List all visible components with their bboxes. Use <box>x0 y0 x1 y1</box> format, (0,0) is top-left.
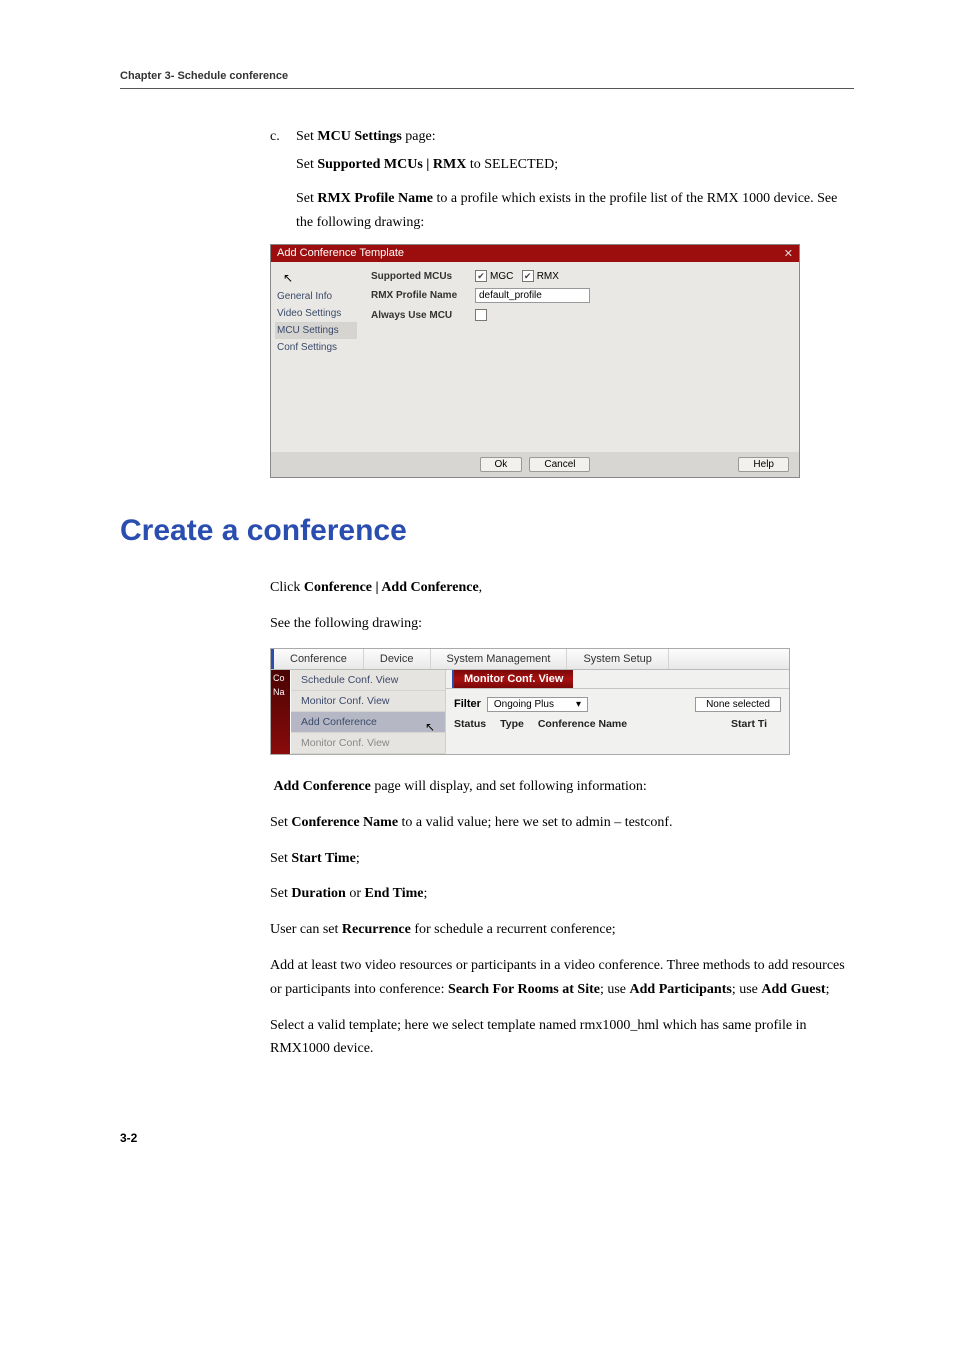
rmx-label: RMX <box>537 271 559 282</box>
section-heading: Create a conference <box>120 514 854 548</box>
step-c-p1: Set Supported MCUs | RMX to SELECTED; <box>296 153 854 177</box>
after-p2: Set Conference Name to a valid value; he… <box>270 811 854 835</box>
chapter-header: Chapter 3- Schedule conference <box>120 70 854 82</box>
help-button[interactable]: Help <box>738 457 789 472</box>
col-start-time[interactable]: Start Ti <box>731 718 767 730</box>
cursor-icon: ↖ <box>275 268 357 288</box>
rmx-profile-input[interactable] <box>475 288 590 303</box>
cursor-icon: ↖ <box>425 720 435 734</box>
header-divider <box>120 88 854 89</box>
col-conference-name[interactable]: Conference Name <box>538 718 717 730</box>
chevron-down-icon: ▾ <box>576 699 581 710</box>
menu-conference[interactable]: Conference <box>271 649 364 669</box>
mgc-checkbox[interactable]: ✔ <box>475 270 487 282</box>
sidebar-item-general[interactable]: General Info <box>275 288 357 305</box>
rmx-profile-label: RMX Profile Name <box>371 290 475 301</box>
step-c-intro: c.Set MCU Settings page: <box>270 129 854 145</box>
table-header: Status Type Conference Name Start Ti <box>446 714 789 732</box>
filter-label: Filter <box>454 698 481 710</box>
none-selected-button[interactable]: None selected <box>695 697 781 712</box>
menubar: Conference Device System Management Syst… <box>271 649 789 670</box>
after-p5: User can set Recurrence for schedule a r… <box>270 918 854 942</box>
menu-screenshot: Conference Device System Management Syst… <box>270 648 790 755</box>
menu-system-setup[interactable]: System Setup <box>567 649 668 669</box>
after-p3: Set Start Time; <box>270 847 854 871</box>
page-number: 3-2 <box>120 1131 854 1145</box>
sidebar-item-mcu[interactable]: MCU Settings <box>275 322 357 339</box>
supported-mcus-label: Supported MCUs <box>371 271 475 282</box>
side-strip: Co Na <box>271 670 291 754</box>
filter-select[interactable]: Ongoing Plus▾ <box>487 697 588 712</box>
col-type[interactable]: Type <box>500 718 524 730</box>
col-status[interactable]: Status <box>454 718 486 730</box>
create-p2: See the following drawing: <box>270 612 854 636</box>
always-use-mcu-label: Always Use MCU <box>371 310 475 321</box>
after-p1: Add Conference page will display, and se… <box>270 775 854 799</box>
ok-button[interactable]: Ok <box>480 457 523 472</box>
create-p1: Click Conference | Add Conference, <box>270 576 854 600</box>
sidebar-item-video[interactable]: Video Settings <box>275 305 357 322</box>
menu-item-schedule[interactable]: Schedule Conf. View <box>291 670 445 691</box>
dialog-sidebar: ↖ General Info Video Settings MCU Settin… <box>271 262 361 452</box>
menu-item-monitor2[interactable]: Monitor Conf. View <box>291 733 445 754</box>
menu-device[interactable]: Device <box>364 649 431 669</box>
after-p4: Set Duration or End Time; <box>270 882 854 906</box>
after-p7: Select a valid template; here we select … <box>270 1014 854 1062</box>
step-c-p2: Set RMX Profile Name to a profile which … <box>296 187 854 235</box>
dropdown-menu: Schedule Conf. View Monitor Conf. View A… <box>291 670 446 754</box>
rmx-checkbox[interactable]: ✔ <box>522 270 534 282</box>
monitor-conf-tab[interactable]: Monitor Conf. View <box>452 670 573 688</box>
mgc-label: MGC <box>490 271 513 282</box>
after-p6: Add at least two video resources or part… <box>270 954 854 1002</box>
add-conference-template-screenshot: Add Conference Template ✕ ↖ General Info… <box>270 244 800 478</box>
menu-item-add-conference[interactable]: Add Conference↖ <box>291 712 445 733</box>
close-icon[interactable]: ✕ <box>784 247 793 260</box>
menu-system-management[interactable]: System Management <box>431 649 568 669</box>
sidebar-item-conf[interactable]: Conf Settings <box>275 339 357 356</box>
dialog-title: Add Conference Template <box>277 247 404 260</box>
dialog-titlebar: Add Conference Template ✕ <box>271 245 799 262</box>
always-use-mcu-checkbox[interactable] <box>475 309 487 321</box>
menu-item-monitor[interactable]: Monitor Conf. View <box>291 691 445 712</box>
cancel-button[interactable]: Cancel <box>529 457 590 472</box>
